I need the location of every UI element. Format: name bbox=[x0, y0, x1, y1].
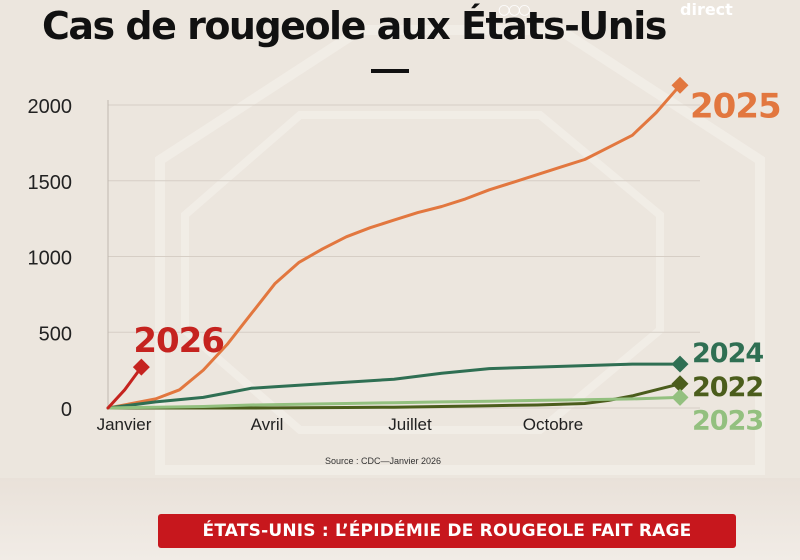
channel-label: direct bbox=[680, 0, 733, 19]
x-tick-janvier: Janvier bbox=[97, 415, 152, 434]
series-endpoint-2022 bbox=[671, 375, 689, 393]
x-tick-octobre: Octobre bbox=[523, 415, 583, 434]
series-endpoint-2026 bbox=[132, 358, 150, 376]
series-label-2023: 2023 bbox=[692, 405, 763, 436]
y-tick-labels: 0 500 1000 1500 2000 bbox=[28, 96, 73, 421]
series-endpoint-2024 bbox=[671, 355, 689, 373]
page-title: Cas de rougeole aux États-Unis bbox=[42, 4, 667, 48]
y-tick-2000: 2000 bbox=[28, 96, 73, 118]
olympic-rings-icon: ○○○ bbox=[498, 2, 531, 18]
series-line-2024 bbox=[106, 362, 682, 410]
y-tick-1500: 1500 bbox=[28, 172, 73, 194]
series-lines bbox=[106, 76, 689, 410]
headline-text: ÉTATS-UNIS : L’ÉPIDÉMIE DE ROUGEOLE FAIT… bbox=[202, 521, 692, 541]
grid-lines bbox=[108, 104, 700, 409]
series-endpoint-2025 bbox=[671, 76, 689, 94]
x-tick-avril: Avril bbox=[251, 415, 284, 434]
x-tick-juillet: Juillet bbox=[388, 415, 432, 434]
headline-banner: ÉTATS-UNIS : L’ÉPIDÉMIE DE ROUGEOLE FAIT… bbox=[158, 514, 736, 548]
series-label-2025: 2025 bbox=[690, 86, 781, 126]
y-tick-500: 500 bbox=[39, 323, 72, 345]
series-label-2022: 2022 bbox=[692, 372, 763, 403]
series-label-2024: 2024 bbox=[692, 338, 763, 369]
y-tick-1000: 1000 bbox=[28, 248, 73, 270]
y-tick-0: 0 bbox=[61, 399, 72, 421]
x-tick-labels: Janvier Avril Juillet Octobre bbox=[97, 415, 584, 434]
series-line-2025 bbox=[106, 83, 682, 410]
series-line-2026 bbox=[106, 365, 143, 410]
title-underline bbox=[371, 69, 409, 73]
series-endpoint-2023 bbox=[671, 388, 689, 406]
series-label-2026: 2026 bbox=[133, 321, 224, 361]
series-line-2022 bbox=[106, 382, 682, 410]
source-note: Source : CDC—Janvier 2026 bbox=[325, 456, 442, 466]
series-line-2023 bbox=[106, 395, 682, 410]
measles-cases-chart: 0 500 1000 1500 2000 Janvier Avril Juillet Octo… bbox=[28, 76, 782, 436]
